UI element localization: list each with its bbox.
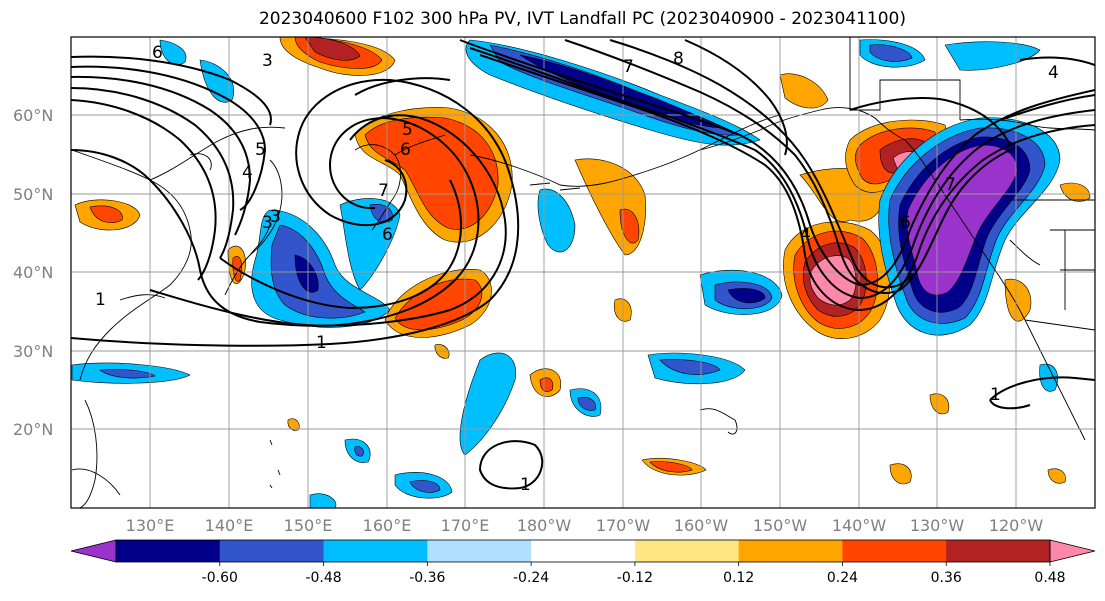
colorbar-outline bbox=[115, 539, 1051, 563]
colorbar-tick-label: -0.36 bbox=[409, 570, 445, 586]
colorbar-tick-label: -0.24 bbox=[513, 570, 549, 586]
pv-contours bbox=[71, 39, 1095, 490]
lat-label-30n: 30°N bbox=[13, 342, 53, 361]
contour-label-group: 6 3 5 4 3 6 7 6 7 8 1 1 1 5 4 1 6 7 4 3 bbox=[95, 43, 1059, 495]
colorbar-swatch bbox=[219, 540, 325, 562]
colorbar: -0.60 -0.48 -0.36 -0.24 -0.12 0.12 0.24 0.36 0.4… bbox=[70, 539, 1096, 586]
contour-label: 6 bbox=[400, 140, 411, 160]
colorbar-swatch bbox=[531, 540, 636, 562]
colorbar-swatches bbox=[70, 539, 1096, 563]
colorbar-tick-label: 0.48 bbox=[1034, 570, 1065, 586]
contour-label: 3 bbox=[262, 213, 273, 233]
colorbar-swatch bbox=[842, 540, 947, 562]
map-frame bbox=[70, 36, 1096, 509]
colorbar-extend-low bbox=[70, 539, 117, 563]
contour-label: 6 bbox=[152, 43, 163, 63]
colorbar-tick-label: 0.24 bbox=[827, 570, 858, 586]
contour-label: 5 bbox=[402, 120, 413, 140]
contour-label: 8 bbox=[673, 49, 684, 69]
contour-label: 4 bbox=[1048, 63, 1059, 83]
contour-label: 3 bbox=[262, 51, 273, 71]
lon-label-150e: 150°E bbox=[284, 516, 333, 535]
colorbar-swatch bbox=[946, 540, 1051, 562]
latitude-axis: 60°N 50°N 40°N 30°N 20°N bbox=[13, 106, 53, 439]
colorbar-swatch bbox=[116, 540, 221, 562]
contour-label: 1 bbox=[316, 333, 327, 353]
lon-label-180w: 180°W bbox=[517, 516, 572, 535]
contour-label: 1 bbox=[95, 290, 106, 310]
lon-label-150w: 150°W bbox=[753, 516, 808, 535]
colorbar-tick-label: 0.36 bbox=[931, 570, 962, 586]
contour-label: 7 bbox=[378, 181, 389, 201]
contour-label: 4 bbox=[242, 163, 253, 183]
lon-label-140e: 140°E bbox=[205, 516, 254, 535]
colorbar-swatch bbox=[323, 540, 428, 562]
lon-label-170w: 170°W bbox=[596, 516, 651, 535]
colorbar-swatch bbox=[427, 540, 532, 562]
lon-label-140w: 140°W bbox=[832, 516, 887, 535]
lat-label-60n: 60°N bbox=[13, 106, 53, 125]
lon-label-120w: 120°W bbox=[989, 516, 1044, 535]
colorbar-ticks: -0.60 -0.48 -0.36 -0.24 -0.12 0.12 0.24 0.36 0.4… bbox=[202, 562, 1066, 586]
contour-label: 7 bbox=[945, 175, 956, 195]
lon-label-160e: 160°E bbox=[363, 516, 412, 535]
lon-label-170e: 170°E bbox=[441, 516, 490, 535]
contour-label: 3 bbox=[270, 207, 281, 227]
map-title: 2023040600 F102 300 hPa PV, IVT Landfall… bbox=[258, 9, 906, 29]
colorbar-tick-label: -0.48 bbox=[305, 570, 341, 586]
contour-label: 1 bbox=[520, 475, 531, 495]
colorbar-tick-label: -0.12 bbox=[617, 570, 653, 586]
colorbar-extend-high bbox=[1049, 539, 1096, 563]
contour-label: 6 bbox=[382, 225, 393, 245]
lat-label-20n: 20°N bbox=[13, 420, 53, 439]
lon-label-160w: 160°W bbox=[674, 516, 729, 535]
lon-label-130w: 130°W bbox=[910, 516, 965, 535]
lat-label-40n: 40°N bbox=[13, 263, 53, 282]
contour-label: 1 bbox=[990, 385, 1001, 405]
lon-label-130e: 130°E bbox=[126, 516, 175, 535]
lat-label-50n: 50°N bbox=[13, 185, 53, 204]
colorbar-swatch bbox=[634, 540, 740, 562]
contour-label: 7 bbox=[623, 57, 634, 77]
contour-label: 5 bbox=[255, 140, 266, 160]
colorbar-tick-label: 0.12 bbox=[723, 570, 754, 586]
colorbar-tick-label: -0.60 bbox=[202, 570, 238, 586]
contour-label: 6 bbox=[900, 213, 911, 233]
colorbar-swatch bbox=[738, 540, 843, 562]
contour-label: 4 bbox=[800, 225, 811, 245]
longitude-axis: 130°E 140°E 150°E 160°E 170°E 180°W 170°… bbox=[126, 516, 1044, 535]
